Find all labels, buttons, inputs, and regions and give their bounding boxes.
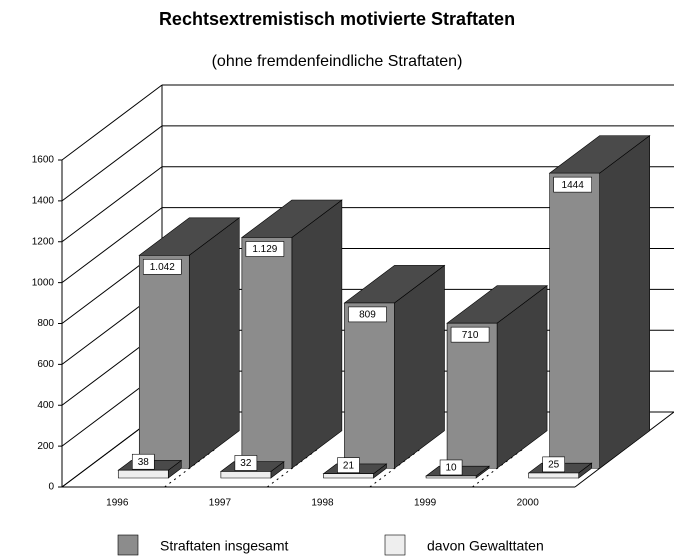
y-tick-label: 400 <box>37 400 54 411</box>
y-tick-label: 800 <box>37 318 54 329</box>
grid-line <box>61 125 163 202</box>
x-tick-label: 1999 <box>414 498 437 509</box>
bar <box>446 322 498 469</box>
bar <box>528 472 579 479</box>
grid-line <box>61 84 163 161</box>
bar <box>425 475 477 479</box>
label-box <box>245 241 285 257</box>
y-tick-label: 1600 <box>32 155 55 166</box>
y-tick-label: 600 <box>37 359 54 370</box>
chart-title: Rechtsextremistisch motivierte Straftate… <box>159 9 515 29</box>
legend-label: davon Gewalttaten <box>427 538 544 554</box>
legend-label: Straftaten insgesamt <box>160 538 289 554</box>
bar <box>241 237 293 469</box>
y-tick-label: 200 <box>37 441 54 452</box>
label-box <box>348 306 387 323</box>
label-box <box>131 453 155 470</box>
legend-swatch <box>117 534 139 556</box>
bar <box>138 254 190 469</box>
bar-side <box>188 217 240 469</box>
value-label: 10 <box>446 463 458 474</box>
chart-subtitle: (ohne fremdenfeindliche Straftaten) <box>212 53 463 70</box>
value-label: 1.129 <box>252 244 277 255</box>
y-tick-label: 1200 <box>32 236 55 247</box>
label-box <box>337 457 360 474</box>
grid-line <box>61 166 163 243</box>
value-label: 809 <box>359 310 376 321</box>
value-label: 21 <box>343 460 355 471</box>
bar <box>323 473 374 479</box>
x-tick-label: 2000 <box>517 498 540 509</box>
grid-line <box>61 207 163 284</box>
legend-swatch <box>384 534 406 556</box>
y-tick-label: 1000 <box>32 277 55 288</box>
bar <box>220 471 272 479</box>
value-label: 1444 <box>562 180 585 191</box>
value-label: 32 <box>240 458 252 469</box>
bar-side <box>599 135 650 469</box>
value-label: 25 <box>548 460 560 471</box>
x-tick-label: 1997 <box>209 498 232 509</box>
bar <box>117 469 169 479</box>
value-label: 38 <box>138 457 150 468</box>
value-label: 1.042 <box>150 262 175 273</box>
x-tick-label: 1998 <box>311 498 334 509</box>
label-box <box>542 456 565 473</box>
label-box <box>142 258 182 275</box>
bar <box>549 172 600 469</box>
label-box <box>553 176 592 193</box>
value-label: 710 <box>462 330 479 341</box>
y-tick-label: 0 <box>48 482 54 493</box>
bar-side <box>291 199 343 469</box>
y-tick-label: 1400 <box>32 196 55 207</box>
label-box <box>450 326 490 343</box>
label-box <box>439 459 463 476</box>
bar <box>344 302 395 469</box>
label-box <box>234 455 258 471</box>
x-tick-label: 1996 <box>106 498 129 509</box>
